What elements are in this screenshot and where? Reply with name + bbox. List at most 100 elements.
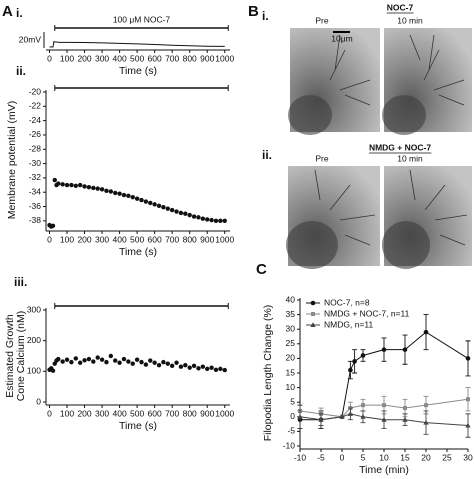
y-tick-label: 5 <box>290 396 295 406</box>
data-point <box>152 360 157 365</box>
data-point <box>56 356 61 362</box>
data-point <box>152 202 157 207</box>
data-point <box>121 356 127 362</box>
x-tick-label: -5 <box>317 452 325 462</box>
legend-label: NOC-7, n=8 <box>324 297 370 307</box>
x-tick-label: 100 <box>60 53 74 63</box>
marker <box>465 422 471 428</box>
data-point <box>52 177 57 183</box>
x-tick-label: 700 <box>165 53 179 63</box>
data-point <box>222 367 227 373</box>
y-tick-label: 15 <box>286 367 296 377</box>
treatment-label: 100 μM NOC-7 <box>113 14 171 24</box>
y-axis-label: Estimated Growth <box>4 314 16 398</box>
data-point <box>60 359 65 364</box>
data-point <box>200 216 206 221</box>
panel-sublabel: i. <box>16 6 23 20</box>
x-tick-label: 100 <box>60 408 74 418</box>
data-point <box>165 361 170 366</box>
data-point <box>139 359 144 365</box>
data-point <box>117 360 122 365</box>
x-axis-label: Time (min) <box>359 464 409 476</box>
y-tick-label: 25 <box>286 338 296 348</box>
x-tick-label: 1000 <box>215 408 234 418</box>
data-point <box>148 200 153 206</box>
x-tick-label: 500 <box>130 408 144 418</box>
micrographs <box>286 28 472 269</box>
y-tick-label: -22 <box>29 101 42 111</box>
data-point <box>104 359 109 365</box>
x-tick-label: 400 <box>113 53 127 63</box>
data-point <box>56 181 61 186</box>
filopodia <box>314 34 468 246</box>
x-tick-label: 1000 <box>215 53 234 63</box>
x-tick-label: 600 <box>148 53 162 63</box>
x-tick-label: 0 <box>340 452 345 462</box>
x-tick-label: 300 <box>95 53 109 63</box>
x-tick-label: 300 <box>95 408 109 418</box>
cell-body <box>286 95 430 269</box>
data-point <box>205 366 210 372</box>
y-tick-label: 200 <box>27 335 41 345</box>
y-axis-label: Cone Calcium (nM) <box>15 311 27 401</box>
x-tick-label: 25 <box>442 452 452 462</box>
data-point <box>156 203 162 209</box>
data-point <box>196 366 201 371</box>
y-tick-label: -5 <box>287 426 295 436</box>
image-caption: 10 min <box>397 153 423 163</box>
marker <box>382 403 386 408</box>
data-point <box>126 359 131 364</box>
data-point <box>187 365 192 370</box>
marker <box>310 322 316 327</box>
x-tick-label: 200 <box>77 53 91 63</box>
x-tick-label: 800 <box>183 408 197 418</box>
y-tick-label: -10 <box>283 440 296 450</box>
data-point <box>191 214 197 219</box>
marker <box>310 300 316 306</box>
data-point <box>161 205 166 210</box>
marker <box>297 414 303 419</box>
y-tick-label: 0 <box>36 396 41 406</box>
data-point <box>121 192 127 198</box>
y-tick-label: -20 <box>29 86 42 96</box>
y-tick-label: 30 <box>286 323 296 333</box>
x-tick-label: 500 <box>130 234 144 244</box>
y-tick-label: -34 <box>29 186 42 196</box>
row-label: ii. <box>262 148 272 162</box>
x-tick-label: 300 <box>95 234 109 244</box>
y-tick-label: 20 <box>286 353 296 363</box>
data-point <box>113 358 118 363</box>
panel-label: C <box>256 261 267 278</box>
data-point <box>91 359 96 364</box>
marker <box>348 367 353 373</box>
image-caption: 10 min <box>397 15 423 25</box>
row-label: i. <box>262 9 269 23</box>
x-tick-label: 1000 <box>215 234 234 244</box>
data-point <box>165 206 170 211</box>
data-point <box>82 184 87 189</box>
data-point <box>174 360 179 365</box>
data-point <box>134 196 140 201</box>
panel-sublabel: iii. <box>14 275 27 289</box>
x-tick-label: 500 <box>130 53 144 63</box>
data-point <box>64 357 70 362</box>
legend-label: NMDG, n=11 <box>324 319 373 329</box>
x-tick-label: 800 <box>183 53 197 63</box>
marker <box>403 406 407 411</box>
x-tick-label: 600 <box>148 408 162 418</box>
x-tick-label: 900 <box>200 408 214 418</box>
x-tick-label: 200 <box>77 408 91 418</box>
panel-label: B <box>248 3 259 20</box>
marker <box>311 312 315 316</box>
data-point <box>130 195 135 200</box>
x-tick-label: -10 <box>294 452 307 462</box>
marker <box>402 416 408 422</box>
image-caption: Pre <box>315 153 329 163</box>
row-title: NMDG + NOC-7 <box>369 142 431 152</box>
data-point <box>113 190 118 196</box>
data-point <box>69 359 74 365</box>
data-point <box>191 363 197 369</box>
marker <box>423 329 429 335</box>
data-point <box>108 353 114 359</box>
